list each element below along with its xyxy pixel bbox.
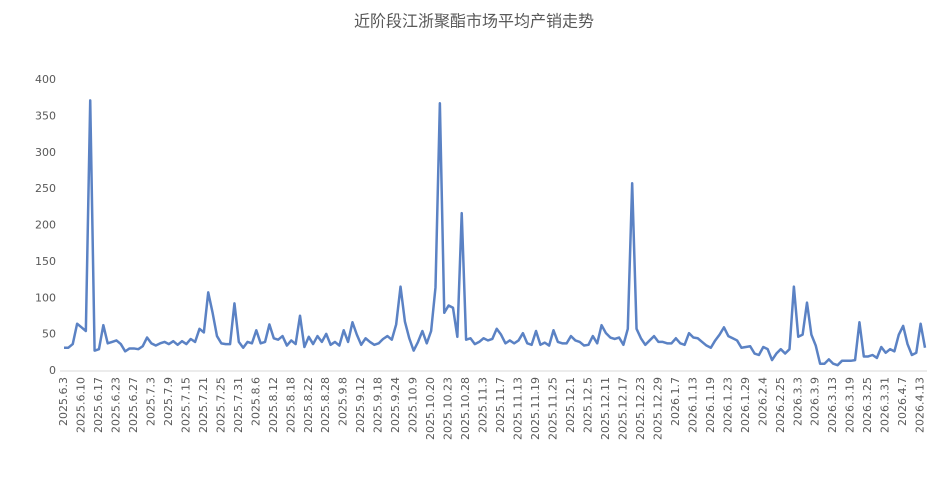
x-tick-label: 2025.6.10 [74, 377, 87, 433]
y-tick-label: 300 [35, 146, 56, 159]
x-tick-label: 2025.11.3 [477, 377, 490, 433]
x-tick-label: 2025.11.19 [529, 377, 542, 440]
x-tick-label: 2025.8.22 [302, 377, 315, 433]
x-tick-label: 2025.12.11 [599, 377, 612, 440]
x-tick-label: 2025.11.7 [494, 377, 507, 433]
x-tick-label: 2025.10.23 [442, 377, 455, 440]
x-tick-label: 2025.9.24 [389, 377, 402, 433]
x-tick-label: 2026.1.19 [704, 377, 717, 433]
line-series [64, 99, 927, 367]
x-tick-label: 2025.9.18 [372, 377, 385, 433]
x-tick-label: 2026.3.19 [844, 377, 857, 433]
x-tick-label: 2025.11.25 [547, 377, 560, 440]
x-tick-label: 2025.12.17 [616, 377, 629, 440]
x-tick-label: 2025.7.15 [179, 377, 192, 433]
x-tick-label: 2026.4.13 [914, 377, 927, 433]
x-tick-label: 2025.7.21 [197, 377, 210, 433]
x-tick-label: 2026.4.7 [896, 377, 909, 426]
x-tick-label: 2025.6.23 [109, 377, 122, 433]
x-tick-label: 2025.10.28 [459, 377, 472, 440]
x-tick-label: 2026.1.7 [669, 377, 682, 426]
x-tick-label: 2025.7.9 [162, 377, 175, 426]
x-tick-label: 2025.8.28 [319, 377, 332, 433]
x-tick-label: 2025.10.9 [407, 377, 420, 433]
x-tick-label: 2026.3.9 [809, 377, 822, 426]
x-tick-label: 2025.8.6 [249, 377, 262, 426]
y-tick-label: 100 [35, 291, 56, 304]
y-tick-label: 0 [49, 364, 56, 377]
x-tick-label: 2025.11.13 [512, 377, 525, 440]
x-tick-label: 2026.3.31 [879, 377, 892, 433]
x-tick-label: 2026.1.29 [739, 377, 752, 433]
x-tick-label: 2026.3.13 [826, 377, 839, 433]
x-tick-label: 2025.7.3 [144, 377, 157, 426]
x-tick-label: 2025.10.20 [424, 377, 437, 440]
x-tick-label: 2025.12.23 [634, 377, 647, 440]
x-tick-label: 2025.8.12 [267, 377, 280, 433]
y-tick-label: 50 [42, 328, 56, 341]
x-tick-label: 2026.1.23 [721, 377, 734, 433]
x-tick-label: 2025.8.18 [284, 377, 297, 433]
y-tick-label: 250 [35, 182, 56, 195]
x-tick-label: 2025.12.29 [651, 377, 664, 440]
x-tick-label: 2025.9.12 [354, 377, 367, 433]
x-tick-label: 2026.2.4 [756, 377, 769, 426]
x-tick-label: 2025.12.1 [564, 377, 577, 433]
x-tick-label: 2026.3.3 [791, 377, 804, 426]
x-tick-label: 2025.9.8 [337, 377, 350, 426]
x-tick-label: 2026.1.13 [686, 377, 699, 433]
x-tick-label: 2026.3.25 [861, 377, 874, 433]
x-tick-label: 2025.7.25 [214, 377, 227, 433]
x-tick-label: 2026.2.25 [774, 377, 787, 433]
x-tick-label: 2025.6.27 [127, 377, 140, 433]
y-tick-label: 400 [35, 73, 56, 86]
x-tick-label: 2025.6.3 [57, 377, 70, 426]
x-tick-label: 2025.7.31 [232, 377, 245, 433]
chart-title: 近阶段江浙聚酯市场平均产销走势 [354, 12, 594, 31]
y-tick-label: 150 [35, 255, 56, 268]
x-tick-label: 2025.6.17 [92, 377, 105, 433]
y-tick-label: 350 [35, 109, 56, 122]
y-tick-label: 200 [35, 219, 56, 232]
x-tick-label: 2025.12.5 [581, 377, 594, 433]
